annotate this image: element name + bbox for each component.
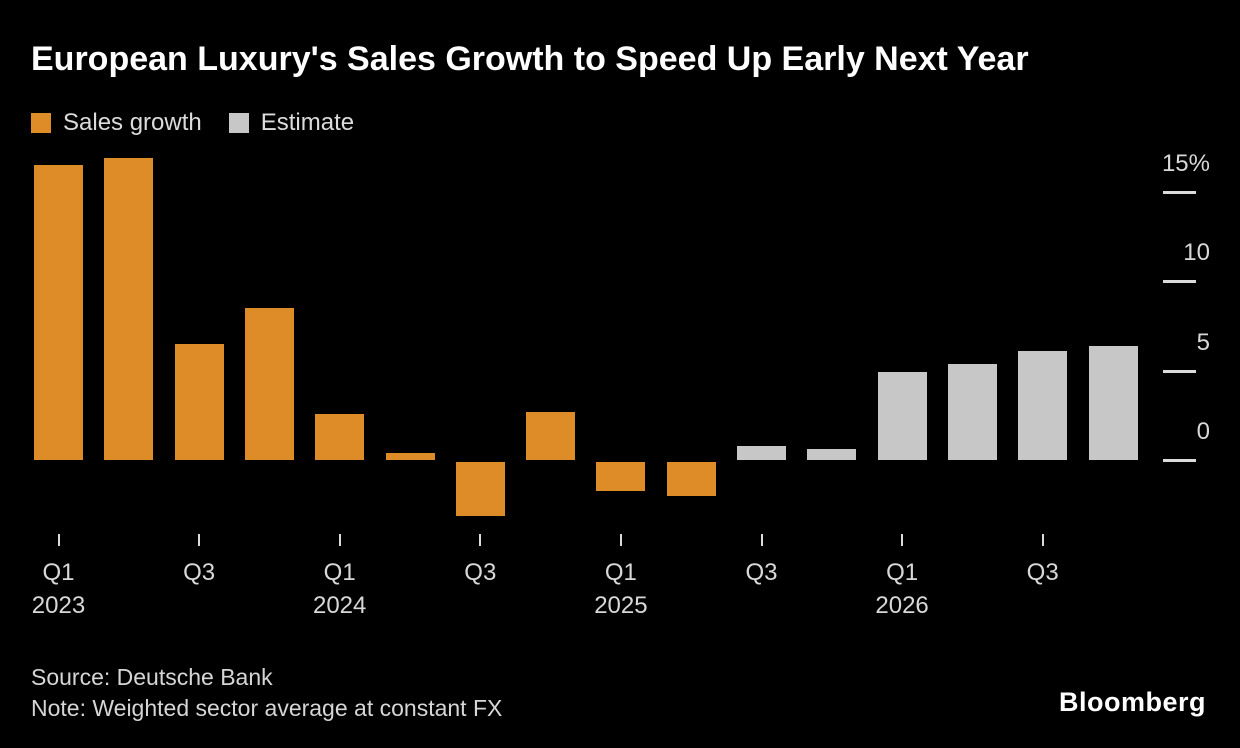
note-text: Note: Weighted sector average at constan…	[31, 695, 503, 721]
x-axis-label-q3: Q3	[183, 559, 216, 586]
bar-q1-2026	[877, 372, 927, 460]
chart-title: European Luxury's Sales Growth to Speed …	[31, 40, 1029, 78]
legend-item-sales-growth: Sales growth	[31, 109, 202, 137]
bar-q4-2023	[244, 308, 294, 460]
sales-growth-swatch-icon	[31, 113, 51, 133]
x-axis-tick-q3	[198, 534, 201, 546]
y-axis-label-10: 10	[1183, 239, 1210, 267]
x-axis-label-q3: Q3	[1026, 559, 1059, 586]
y-axis-label-5: 5	[1196, 328, 1210, 356]
bar-q4-2025	[807, 449, 857, 460]
y-axis-tick-10	[1163, 280, 1196, 284]
bar-q2-2026	[947, 363, 997, 460]
x-axis-tick-q1-2024	[338, 534, 341, 546]
bar-q2-2024	[385, 452, 435, 460]
bar-q3-2026	[1018, 350, 1068, 460]
x-axis-label-q1-2024: Q1 2024	[312, 559, 367, 619]
x-axis-label-q3: Q3	[464, 559, 497, 586]
x-axis-label-q1-2026: Q1 2026	[875, 559, 929, 619]
legend: Sales growth Estimate	[31, 109, 354, 137]
x-axis-label-q1-2023: Q1 2023	[31, 559, 86, 619]
legend-item-estimate: Estimate	[228, 109, 355, 137]
estimate-swatch-icon	[228, 113, 249, 133]
bar-q1-2023	[34, 165, 83, 460]
x-axis-label-q1-2025: Q1 2025	[594, 559, 648, 619]
x-axis-tick-q1-2025	[619, 534, 622, 546]
x-axis-tick-q3	[760, 534, 763, 546]
bar-q3-2023	[174, 343, 224, 460]
x-axis-tick-q1-2026	[901, 534, 904, 546]
bar-q3-2024	[455, 462, 505, 516]
bar-q1-2025	[596, 462, 646, 491]
bar-q1-2024	[315, 413, 365, 460]
bar-q4-2026	[1088, 345, 1138, 460]
x-axis-label-q3: Q3	[745, 559, 778, 586]
y-axis-label-0: 0	[1196, 418, 1210, 445]
x-axis-tick-q1-2023	[57, 534, 60, 546]
bar-q3-2025	[737, 445, 786, 460]
y-axis-tick-5	[1163, 369, 1196, 373]
y-axis-tick-15	[1163, 190, 1196, 194]
y-axis-tick-0	[1163, 459, 1196, 462]
bloomberg-logo: Bloomberg	[1059, 687, 1207, 717]
x-axis-tick-q3	[1041, 534, 1044, 546]
x-axis-tick-q3	[479, 534, 482, 546]
bar-q2-2025	[666, 462, 716, 496]
legend-label-sales-growth: Sales growth	[63, 109, 202, 136]
bar-q4-2024	[526, 411, 576, 460]
bar-q2-2023	[104, 157, 154, 460]
source-text: Source: Deutsche Bank	[31, 664, 273, 690]
y-axis-label-15: 15%	[1161, 149, 1210, 177]
legend-label-estimate: Estimate	[260, 109, 355, 136]
